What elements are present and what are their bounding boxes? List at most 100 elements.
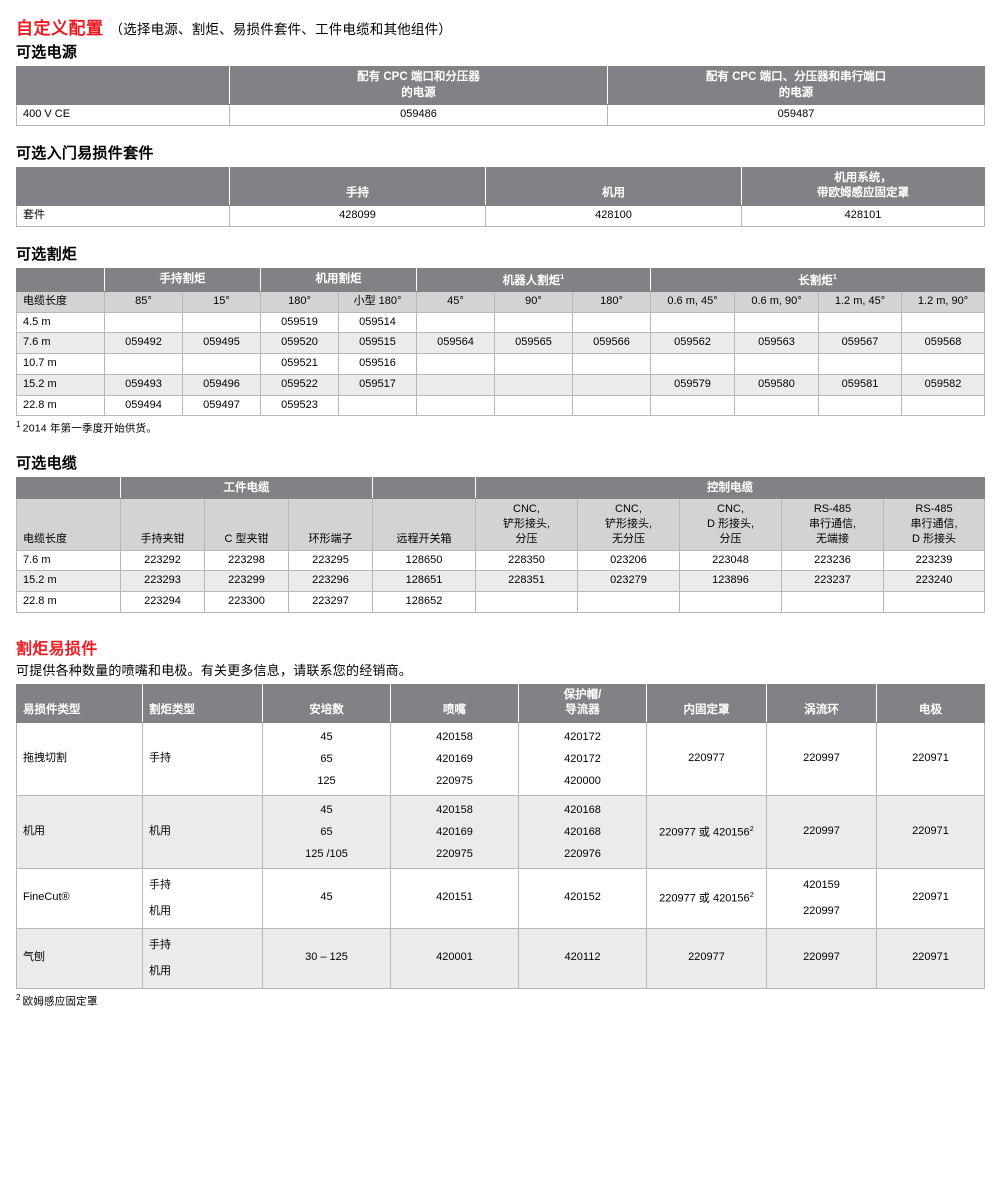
table-row-group-header: 工件电缆 控制电缆 [16, 476, 986, 500]
torch-cell [734, 311, 820, 334]
cable-cell: 023206 [577, 549, 680, 572]
cable-cell: 223300 [204, 591, 289, 613]
torch-cell [571, 353, 652, 375]
cons-header-retaining-cap: 内固定罩 [646, 683, 767, 723]
table-row: 气刨 手持 机用 30 – 125 420001 420112 220977 2… [16, 927, 985, 989]
table-row: 15.2 m 223293 223299 223296 128651 22835… [16, 570, 986, 593]
torch-row-label: 15.2 m [16, 373, 105, 396]
torch-sub-85: 85° [104, 290, 183, 313]
torch-cell [571, 394, 652, 417]
torch-sub-12-90: 1.2 m, 90° [901, 290, 986, 313]
table-row-header: 配有 CPC 端口和分压器 的电源 配有 CPC 端口、分压器和串行端口 的电源 [16, 65, 985, 106]
cons-row-type: 气刨 [16, 927, 143, 989]
cons-row-retaining-cap: 220977 或 4201562 [646, 794, 767, 869]
table-torches: 手持割炬 机用割炬 机器人割炬1 长割炬1 电缆长度 85° 15° 180° … [16, 267, 986, 417]
torch-cell: 059515 [338, 332, 417, 355]
section-heading-power-supply: 可选电源 [16, 44, 78, 61]
torch-cell: 059563 [734, 332, 820, 355]
torch-cell [338, 394, 417, 417]
table-row-header: 手持 机用 机用系统， 带欧姆感应固定罩 [16, 166, 985, 206]
table-starter-kits: 手持 机用 机用系统， 带欧姆感应固定罩 套件 428099 428100 [16, 166, 985, 227]
torch-cell: 059497 [182, 394, 261, 417]
cons-header-torch-type: 割炬类型 [142, 683, 263, 723]
cable-cell: 023279 [577, 570, 680, 593]
torch-cell [571, 311, 652, 334]
cable-cell [882, 591, 986, 613]
torch-cell [901, 394, 986, 417]
cable-cell [475, 591, 578, 613]
sk-header-machine-label: 机用 [602, 187, 625, 200]
torch-sub-12-45: 1.2 m, 45° [818, 290, 903, 313]
cable-cell: 223236 [781, 549, 884, 572]
cable-cell: 223293 [120, 570, 205, 593]
table-row-subheader: 电缆长度 85° 15° 180° 小型 180° 45° 90° 180° 0… [16, 290, 986, 313]
ps-cell-059487: 059487 [607, 104, 985, 126]
cons-row-swirl-ring: 220997 [766, 721, 877, 796]
torch-cell [650, 353, 736, 375]
page-title-row: 自定义配置 （选择电源、割炬、易损件套件、工件电缆和其他组件） [16, 14, 984, 39]
ps-cell-059486: 059486 [229, 104, 608, 126]
torch-cell: 059580 [734, 373, 820, 396]
table-row: 15.2 m 059493 059496 059522 059517 05957… [16, 373, 986, 396]
cons-row-amperage: 45 65 125 /105 [262, 794, 391, 869]
cons-row-nozzle: 420158 420169 220975 [390, 794, 519, 869]
section-heading-cables: 可选电缆 [16, 454, 78, 472]
cons-header-shield-deflector: 保护帽/ 导流器 [518, 683, 647, 723]
torch-group-machine: 机用割炬 [260, 267, 417, 292]
section-heading-torches: 可选割炬 [16, 245, 78, 263]
cable-group-blank-mid [372, 476, 476, 500]
cable-cell: 223048 [679, 549, 782, 572]
table-row: 机用 机用 45 65 125 /105 420158 420169 22097… [16, 794, 985, 869]
table-row: 拖拽切割 手持 45 65 125 420158 420169 220975 [16, 721, 985, 796]
torch-sub-06-45: 0.6 m, 45° [650, 290, 736, 313]
torch-cell [818, 353, 903, 375]
cable-group-blank-left [16, 476, 121, 500]
ps-row-label: 400 V CE [16, 104, 230, 126]
torch-cell [494, 311, 573, 334]
table-row-group-header: 手持割炬 机用割炬 机器人割炬1 长割炬1 [16, 267, 986, 292]
ps-header-cpc-divider: 配有 CPC 端口和分压器 的电源 [229, 65, 608, 106]
cable-cell: 223298 [204, 549, 289, 572]
torch-cell: 059567 [818, 332, 903, 355]
cons-row-shield: 420172 420172 420000 [518, 721, 647, 796]
torch-row-label: 10.7 m [16, 353, 105, 375]
sk-cell-428101: 428101 [741, 204, 985, 227]
cons-row-nozzle: 420001 [390, 927, 519, 989]
table-row: 400 V CE 059486 059487 [16, 104, 985, 126]
torch-cell [416, 353, 495, 375]
cable-cell: 128650 [372, 549, 476, 572]
torch-cell: 059579 [650, 373, 736, 396]
torch-cell [650, 311, 736, 334]
table-row-header: 易损件类型 割炬类型 安培数 喷嘴 保护帽/ 导流器 [16, 683, 985, 723]
sk-header-machine-ohmic: 机用系统， 带欧姆感应固定罩 [741, 166, 985, 206]
cons-row-nozzle: 420158 420169 220975 [390, 721, 519, 796]
cons-row-electrode: 220971 [876, 867, 985, 929]
cons-header-type: 易损件类型 [16, 683, 143, 723]
cons-header-electrode: 电极 [876, 683, 985, 723]
torch-cell [494, 353, 573, 375]
table-row: 7.6 m 223292 223298 223295 128650 228350… [16, 549, 986, 572]
cons-row-swirl-ring: 420159 220997 [766, 867, 877, 929]
footnote-torches: 1 2014 年第一季度开始供货。 [16, 420, 157, 435]
cons-row-torch-type: 手持 机用 [142, 927, 263, 989]
ps-header-cpc-divider-line2: 的电源 [401, 86, 436, 99]
cable-cell: 223297 [288, 591, 373, 613]
sk-header-machine: 机用 [485, 166, 742, 206]
cons-row-swirl-ring: 220997 [766, 927, 877, 989]
cable-group-workpiece: 工件电缆 [120, 476, 373, 500]
torch-cell: 059516 [338, 353, 417, 375]
torch-group-robotic: 机器人割炬1 [415, 267, 652, 292]
torch-cell: 059495 [182, 332, 261, 355]
cable-cell: 228350 [475, 549, 578, 572]
torch-group-blank [16, 267, 105, 292]
cons-row-electrode: 220971 [876, 794, 985, 869]
cons-row-retaining-cap: 220977 [646, 927, 767, 989]
torch-cell: 059566 [571, 332, 652, 355]
table-power-supply: 配有 CPC 端口和分压器 的电源 配有 CPC 端口、分压器和串行端口 的电源… [16, 65, 985, 126]
sk-row-label: 套件 [16, 204, 230, 227]
torch-cell: 059564 [416, 332, 495, 355]
cons-header-nozzle: 喷嘴 [390, 683, 519, 723]
cable-cell: 223296 [288, 570, 373, 593]
torch-cell [818, 394, 903, 417]
sk-header-machine-ohmic-line2: 带欧姆感应固定罩 [817, 187, 909, 200]
